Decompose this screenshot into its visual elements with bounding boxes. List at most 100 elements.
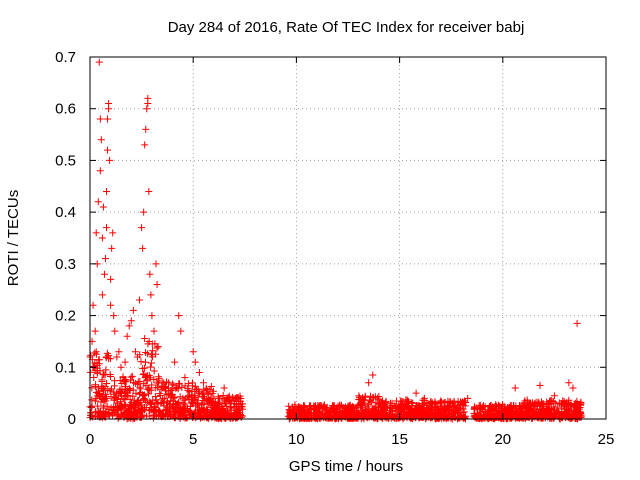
- data-point: [340, 406, 348, 414]
- data-point: [434, 405, 442, 413]
- data-point: [105, 105, 113, 113]
- data-point: [126, 403, 134, 411]
- data-point: [379, 400, 387, 408]
- data-point: [107, 393, 115, 401]
- data-point: [407, 407, 415, 415]
- data-point: [450, 402, 458, 410]
- data-point: [127, 414, 135, 422]
- data-point: [179, 399, 187, 407]
- data-point: [233, 409, 241, 417]
- data-point: [99, 384, 107, 392]
- data-point: [427, 397, 435, 405]
- data-point: [148, 381, 156, 389]
- data-point: [573, 319, 581, 327]
- data-point: [126, 408, 134, 416]
- data-point: [347, 408, 355, 416]
- data-point: [202, 405, 210, 413]
- data-point: [227, 406, 235, 414]
- data-point: [560, 405, 568, 413]
- data-point: [464, 394, 472, 402]
- data-point: [194, 399, 202, 407]
- data-point: [512, 402, 520, 410]
- data-point: [183, 414, 191, 422]
- data-point: [198, 389, 206, 397]
- data-point: [576, 400, 584, 408]
- data-point: [146, 374, 154, 382]
- data-point: [137, 358, 145, 366]
- x-tick-label: 20: [494, 431, 511, 448]
- y-tick-labels: 0 0.1 0.2 0.3 0.4 0.5 0.6 0.7: [55, 49, 76, 428]
- data-point: [179, 411, 187, 419]
- data-point: [129, 386, 137, 394]
- data-point: [238, 400, 246, 408]
- data-point: [569, 384, 577, 392]
- data-point: [523, 401, 531, 409]
- data-point: [563, 409, 571, 417]
- data-point: [136, 377, 144, 385]
- data-point: [487, 401, 495, 409]
- data-point: [103, 224, 111, 232]
- data-point: [213, 401, 221, 409]
- data-point: [477, 414, 485, 422]
- data-point: [95, 356, 103, 364]
- y-axis-label: ROTI / TECUs: [5, 190, 22, 286]
- data-point: [361, 399, 369, 407]
- data-point: [101, 255, 109, 263]
- data-point: [106, 370, 114, 378]
- data-point: [189, 348, 197, 356]
- data-point: [381, 401, 389, 409]
- data-point: [136, 390, 144, 398]
- data-point: [199, 390, 207, 398]
- data-point: [158, 379, 166, 387]
- data-point: [108, 244, 116, 252]
- data-point: [150, 375, 158, 383]
- x-tick-label: 0: [86, 431, 94, 448]
- data-point: [118, 380, 126, 388]
- data-point: [164, 384, 172, 392]
- data-point: [230, 399, 238, 407]
- data-point: [511, 384, 519, 392]
- data-point: [178, 383, 186, 391]
- data-point: [358, 410, 366, 418]
- data-point: [560, 398, 568, 406]
- data-point: [534, 402, 542, 410]
- data-point: [96, 115, 104, 123]
- data-point: [119, 374, 127, 382]
- data-point: [88, 396, 96, 404]
- data-point: [99, 203, 107, 211]
- data-point: [417, 405, 425, 413]
- data-point: [136, 385, 144, 393]
- data-point: [368, 407, 376, 415]
- data-points: [86, 58, 585, 423]
- data-point: [441, 406, 449, 414]
- data-point: [166, 400, 174, 408]
- data-point: [127, 317, 135, 325]
- data-point: [536, 381, 544, 389]
- data-point: [418, 400, 426, 408]
- y-tick-label: 0.1: [55, 359, 76, 376]
- data-point: [214, 393, 222, 401]
- data-point: [402, 396, 410, 404]
- data-point: [470, 405, 478, 413]
- data-point: [151, 403, 159, 411]
- data-point: [377, 407, 385, 415]
- data-point: [301, 406, 309, 414]
- data-point: [98, 376, 106, 384]
- data-point: [570, 409, 578, 417]
- data-point: [190, 394, 198, 402]
- data-point: [144, 350, 152, 358]
- data-point: [379, 409, 387, 417]
- data-point: [91, 383, 99, 391]
- x-axis-label: GPS time / hours: [289, 458, 403, 475]
- data-point: [219, 391, 227, 399]
- data-point: [454, 409, 462, 417]
- data-point: [362, 407, 370, 415]
- data-point: [207, 383, 215, 391]
- data-point: [88, 404, 96, 412]
- data-point: [90, 374, 98, 382]
- data-point: [355, 409, 363, 417]
- data-point: [176, 393, 184, 401]
- data-point: [92, 348, 100, 356]
- data-point: [180, 410, 188, 418]
